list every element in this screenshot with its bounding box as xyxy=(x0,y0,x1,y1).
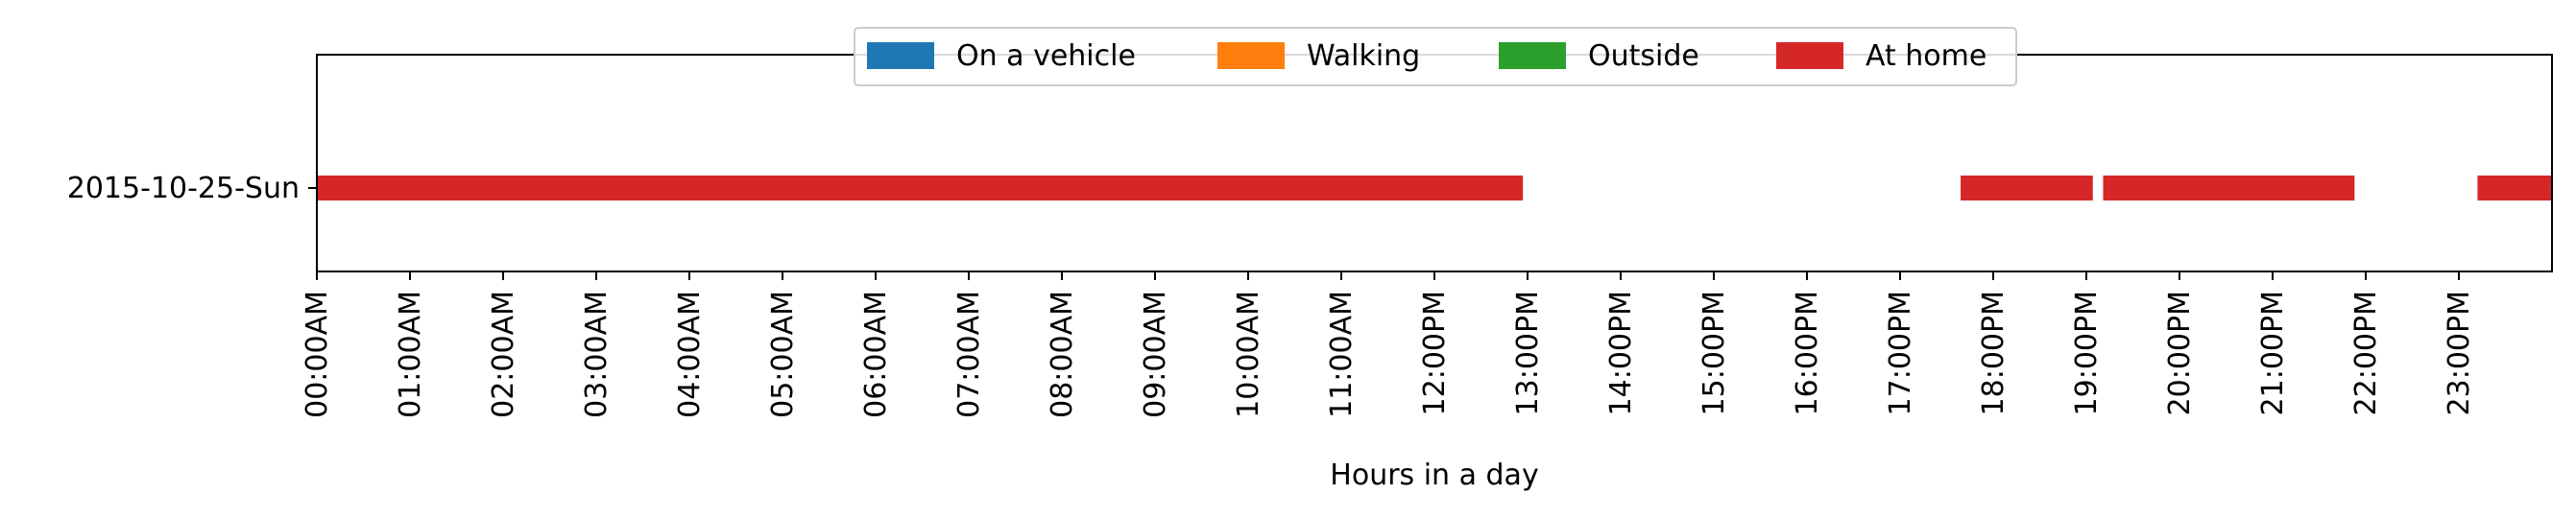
x-tick-label: 14:00PM xyxy=(1604,291,1638,415)
x-tick-label: 20:00PM xyxy=(2163,291,2197,415)
x-tick-label: 12:00PM xyxy=(1418,291,1452,415)
x-tick-label: 15:00PM xyxy=(1697,291,1731,415)
legend-swatch-on-a-vehicle xyxy=(867,42,934,69)
axes-layer: 2015-10-25-Sun 00:00AM 01:00AM 02:00AM 03:00… xyxy=(67,54,2553,418)
legend-swatch-walking xyxy=(1217,42,1285,69)
x-tick-label: 04:00AM xyxy=(673,291,707,418)
x-tick-label: 16:00PM xyxy=(1791,291,1824,415)
x-tick-label: 19:00PM xyxy=(2070,291,2104,415)
legend: On a vehicle Walking Outside At home xyxy=(854,27,2017,86)
x-tick-label: 17:00PM xyxy=(1884,291,1917,415)
x-tick-label: 10:00AM xyxy=(1232,291,1265,418)
x-tick-label: 06:00AM xyxy=(859,291,893,418)
legend-label-on-a-vehicle: On a vehicle xyxy=(956,39,1136,73)
x-tick-label: 13:00PM xyxy=(1511,291,1545,415)
legend-frame xyxy=(854,27,2017,86)
x-tick-label: 00:00AM xyxy=(301,291,334,418)
bars-layer xyxy=(317,175,2552,200)
x-tick-label: 11:00AM xyxy=(1325,291,1359,418)
y-tick-label: 2015-10-25-Sun xyxy=(67,172,300,205)
bar-segment-at-home-1 xyxy=(1961,175,2093,200)
x-tick-label: 09:00AM xyxy=(1139,291,1172,418)
bar-segment-at-home-3 xyxy=(2477,175,2552,200)
x-tick-label: 07:00AM xyxy=(952,291,986,418)
legend-label-outside: Outside xyxy=(1588,39,1699,73)
x-tick-label: 23:00PM xyxy=(2443,291,2476,415)
x-tick-label: 02:00AM xyxy=(487,291,520,418)
bar-segment-at-home-2 xyxy=(2103,175,2355,200)
x-tick-label: 05:00AM xyxy=(766,291,800,418)
legend-label-at-home: At home xyxy=(1866,39,1986,73)
x-tick-label: 08:00AM xyxy=(1046,291,1079,418)
x-tick-label: 01:00AM xyxy=(394,291,427,418)
legend-swatch-outside xyxy=(1499,42,1566,69)
x-tick-label: 03:00AM xyxy=(580,291,614,418)
x-tick-label: 21:00PM xyxy=(2256,291,2290,415)
legend-label-walking: Walking xyxy=(1307,39,1420,73)
x-tick-label: 22:00PM xyxy=(2349,291,2383,415)
bar-segment-at-home-0 xyxy=(317,175,1524,200)
plot-frame xyxy=(316,54,2553,272)
legend-swatch-at-home xyxy=(1776,42,1843,69)
x-axis-label: Hours in a day xyxy=(1330,459,1538,492)
x-tick-label: 18:00PM xyxy=(1977,291,2010,415)
